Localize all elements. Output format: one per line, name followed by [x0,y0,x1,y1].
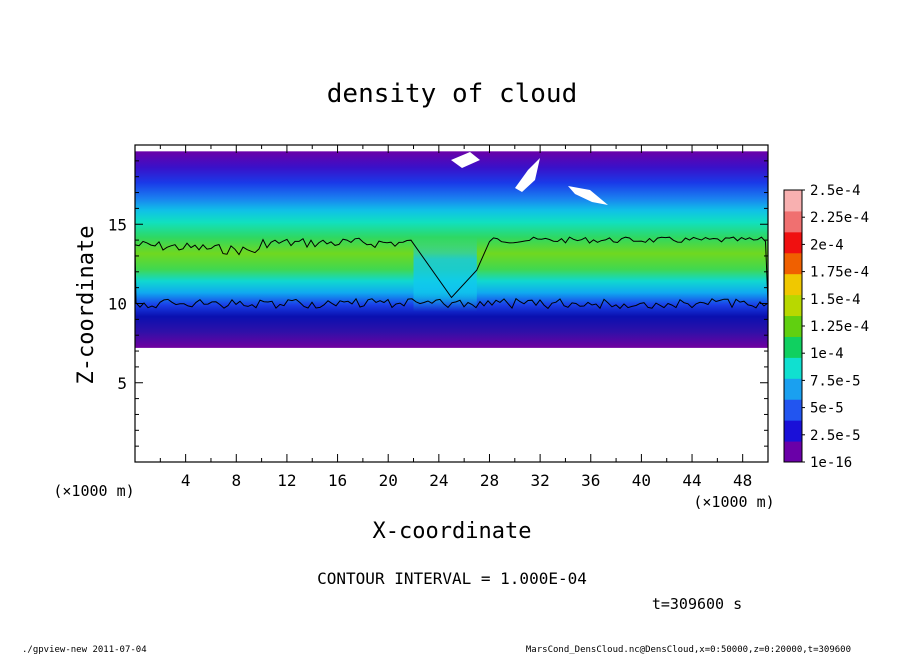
x-tick-label: 4 [181,471,191,490]
colorbar-swatch [784,420,802,442]
colorbar-label: 5e-5 [810,401,844,417]
x-unit-label: (×1000 m) [53,482,134,500]
colorbar-swatch [784,315,802,337]
x-tick-label: 36 [581,471,600,490]
x-axis: 4 8 12 16 20 24 28 32 36 40 44 48 [159,145,752,490]
colorbar-swatch [784,252,802,275]
plot-area [135,151,768,348]
x-axis-label: X-coordinate [373,519,532,544]
colorbar-swatch [784,378,802,400]
time-stamp: t=309600 s [652,595,742,613]
x-tick-label: 32 [530,471,549,490]
colorbar-swatch [784,399,802,421]
y-axis: 5 10 15 [108,160,768,447]
x-tick-label: 44 [682,471,701,490]
contour-interval-text: CONTOUR INTERVAL = 1.000E-04 [317,569,587,588]
colorbar: 1e-16 2.5e-5 5e-5 7.5e-5 1e-4 1.25e-4 1.5e-4 1.… [783,183,869,471]
y-tick-label: 10 [108,295,127,314]
missing-patch [451,152,480,168]
x-tick-label: 8 [231,471,241,490]
colorbar-label: 1.75e-4 [810,265,869,281]
colorbar-swatch [784,190,802,212]
missing-patch [515,158,540,192]
colorbar-label: 2.5e-5 [810,428,861,444]
y-tick-label: 15 [108,215,127,234]
y-axis-label: Z-coordinate [74,226,99,385]
x-tick-label: 12 [277,471,296,490]
colorbar-swatch [784,357,802,379]
chart-title: density of cloud [327,79,577,109]
x-tick-label: 16 [328,471,347,490]
colorbar-label: 7.5e-5 [810,373,861,389]
contour-line-1e-4 [135,236,768,310]
colorbar-label: 2e-4 [810,237,844,253]
missing-patch [568,186,608,205]
footer-right: MarsCond_DensCloud.nc@DensCloud,x=0:5000… [526,645,851,654]
colorbar-swatch [784,336,802,358]
colorbar-label: 2.5e-4 [810,183,861,199]
colorbar-swatch [784,273,802,296]
colorbar-label: 1.25e-4 [810,319,869,335]
colorbar-label: 1.5e-4 [810,292,861,308]
clear-gap-region [413,236,477,312]
colorbar-label: 2.25e-4 [810,210,869,226]
x-tick-label: 28 [480,471,499,490]
x-tick-label: 40 [632,471,651,490]
y-tick-label: 5 [117,374,127,393]
footer-left: ./gpview-new 2011-07-04 [22,645,147,654]
x-unit-label-right: (×1000 m) [693,493,774,511]
x-tick-label: 48 [733,471,752,490]
missing-value-patches [451,152,608,205]
colorbar-label: 1e-4 [810,346,844,362]
colorbar-swatch [784,441,802,463]
x-tick-label: 24 [429,471,448,490]
x-tick-label: 20 [379,471,398,490]
colorbar-swatch [784,231,802,254]
colorbar-swatch [784,294,802,317]
colorbar-swatch [784,210,802,233]
colorbar-label: 1e-16 [810,455,852,471]
